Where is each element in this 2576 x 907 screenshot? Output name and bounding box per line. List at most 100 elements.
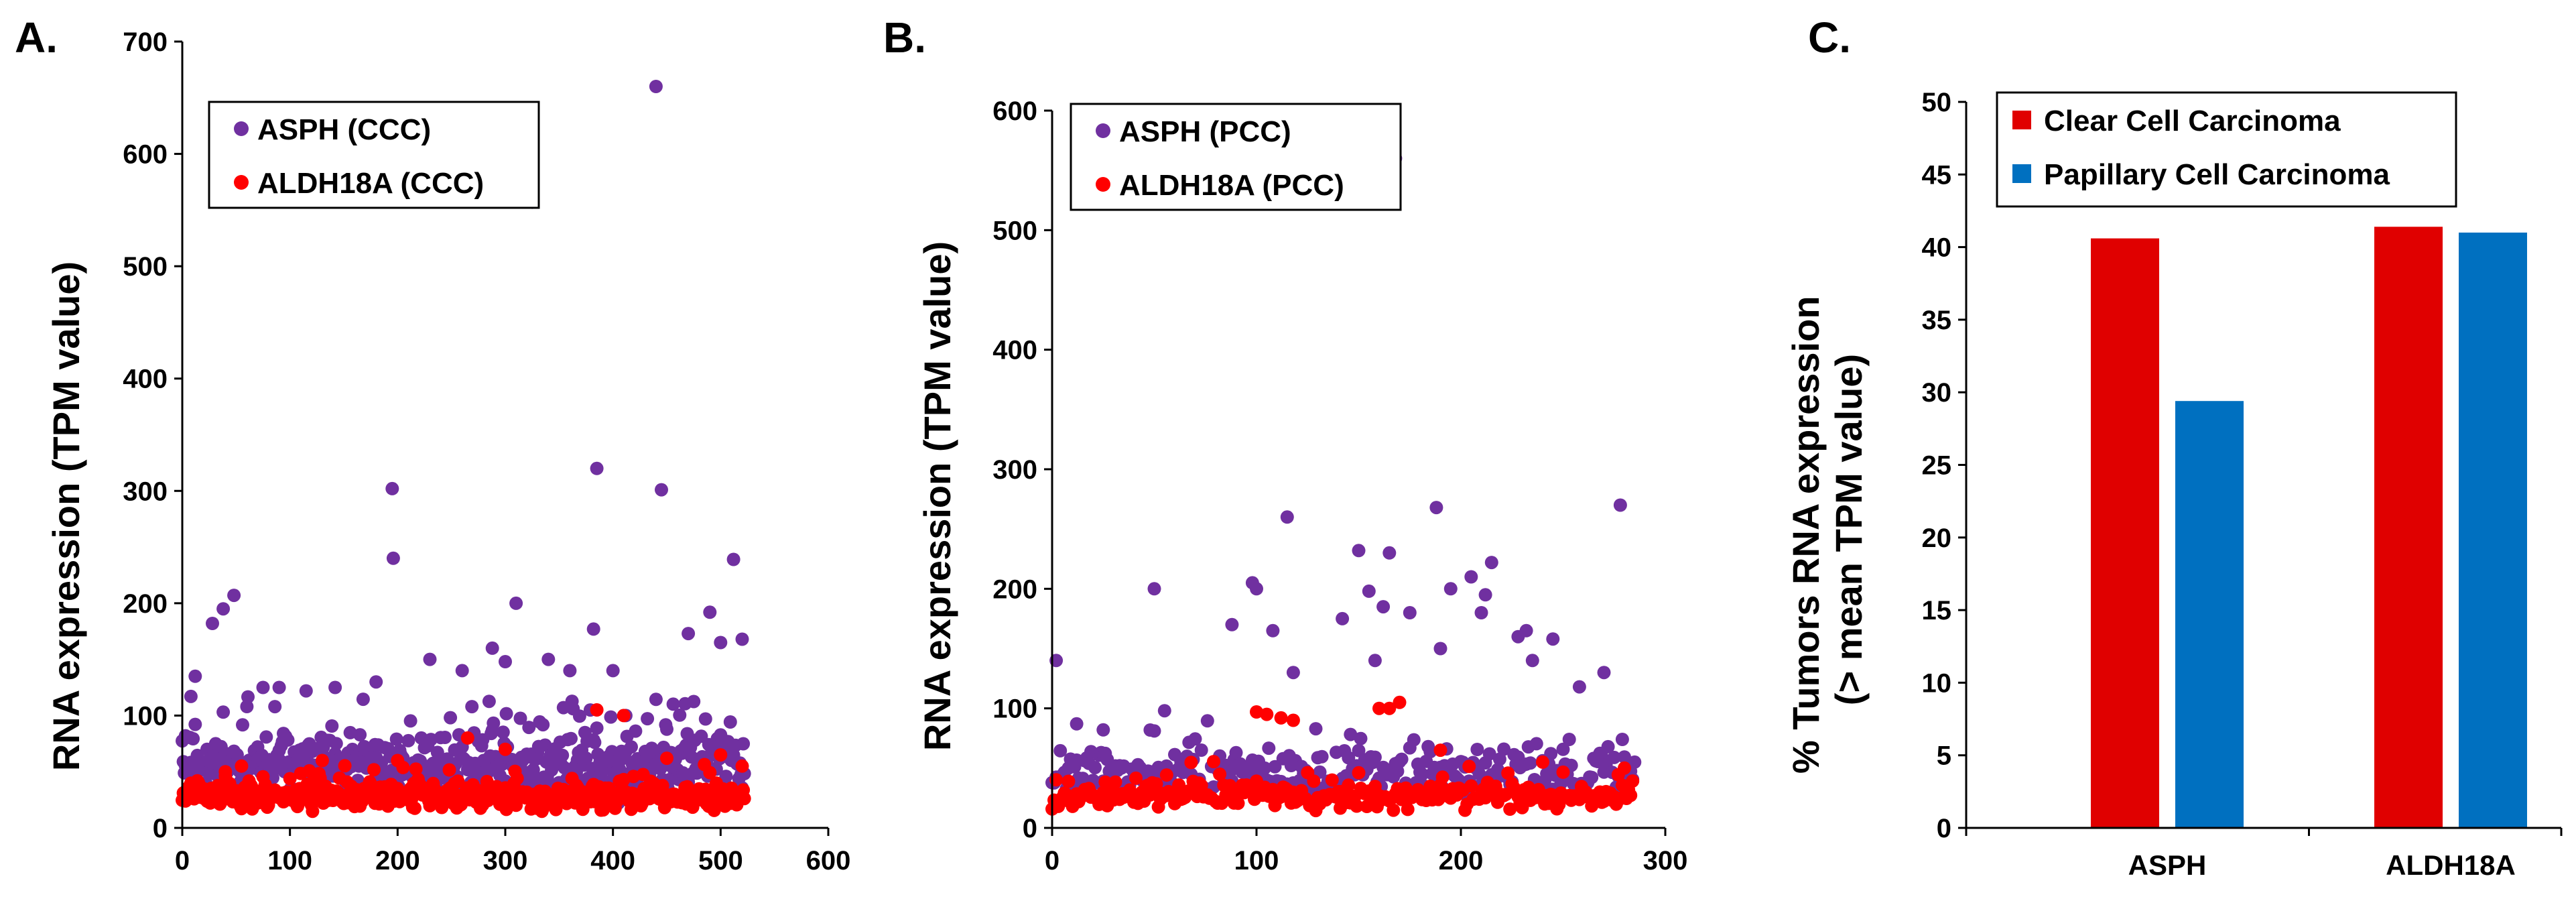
data-point: [1194, 743, 1208, 757]
data-point: [698, 712, 712, 726]
y-tick-label: 100: [992, 694, 1037, 724]
data-point: [281, 733, 295, 747]
data-point: [1525, 654, 1539, 668]
y-tick-label: 0: [1937, 814, 1951, 843]
data-point: [1482, 747, 1496, 761]
x-tick-label: 100: [267, 846, 312, 875]
data-point: [1354, 731, 1368, 745]
data-point: [1250, 705, 1263, 719]
data-point: [563, 664, 577, 678]
data-point: [1368, 750, 1382, 764]
y-tick-label: 200: [123, 589, 168, 619]
data-point: [641, 712, 655, 726]
y-tick-label: 500: [123, 252, 168, 282]
data-point: [1286, 666, 1300, 680]
data-point: [579, 751, 593, 765]
data-point: [236, 718, 249, 732]
y-tick-label: 30: [1922, 378, 1952, 408]
data-point: [1266, 623, 1280, 638]
panel-c-legend-label-clear-cell: Clear Cell Carcinoma: [2044, 105, 2341, 137]
data-point: [401, 733, 415, 747]
data-point: [588, 735, 602, 749]
data-point: [1262, 741, 1276, 755]
panel-b-legend-marker-aldh18a: [1096, 177, 1110, 192]
data-point: [325, 719, 339, 733]
panel-c-y-axis-label: % Tumors RNA expression (> mean TPM valu…: [1785, 286, 1870, 774]
x-tick-label: 300: [483, 846, 528, 875]
x-tick-label: 600: [806, 846, 851, 875]
data-point: [1556, 765, 1570, 779]
data-point: [299, 684, 313, 698]
data-point: [496, 725, 510, 739]
data-point: [617, 709, 631, 723]
data-point: [1387, 803, 1401, 817]
data-point: [1213, 767, 1227, 781]
data-point: [328, 680, 342, 694]
panel-c-letter: C.: [1808, 13, 1851, 62]
data-point: [509, 596, 523, 610]
y-tick-label: 400: [123, 365, 168, 394]
data-point: [687, 694, 701, 709]
data-point: [1529, 737, 1543, 751]
data-point: [188, 717, 202, 731]
panel-c-legend-swatch-papillary: [2012, 164, 2031, 183]
data-point: [1572, 680, 1586, 694]
data-point: [1159, 768, 1173, 782]
panel-a-legend: ASPH (CCC) ALDH18A (CCC): [208, 101, 540, 209]
panel-c-legend-swatch-clear-cell: [2012, 111, 2031, 129]
data-point: [1088, 761, 1102, 774]
data-point: [660, 751, 673, 766]
data-point: [408, 801, 422, 815]
data-point: [499, 707, 513, 721]
x-tick-label: 0: [175, 846, 190, 875]
bar-aldh18a-clear-cell: [2374, 227, 2443, 828]
data-point: [1108, 775, 1122, 789]
data-point: [1325, 773, 1339, 787]
y-tick-label: 400: [992, 336, 1037, 365]
data-point: [499, 655, 512, 668]
data-point: [1423, 745, 1437, 759]
data-point: [666, 697, 680, 711]
data-point: [1536, 755, 1549, 769]
panel-b-legend-label-aldh18a: ALDH18A (PCC): [1119, 169, 1344, 202]
data-point: [1096, 723, 1110, 737]
x-tick-label: 200: [1439, 846, 1484, 875]
data-point: [438, 731, 452, 744]
data-point: [1628, 755, 1642, 769]
panel-b-scatter-chart: B. RNA expression (TPM value) 0 100 200 300…: [883, 13, 1687, 875]
data-point: [1157, 704, 1171, 718]
data-point: [1497, 742, 1511, 756]
y-tick-label: 200: [992, 575, 1037, 604]
data-point: [536, 718, 550, 732]
panel-c-legend-box: [1996, 91, 2457, 208]
panel-a-scatter-chart: A. RNA expression (TPM value) 0 100 200 300…: [15, 13, 850, 875]
data-point: [1129, 771, 1143, 785]
data-point: [1433, 743, 1447, 758]
data-point: [1474, 606, 1488, 619]
panel-b-legend-label-asph: ASPH (PCC): [1119, 115, 1291, 148]
data-point: [1519, 623, 1533, 638]
data-point: [1393, 695, 1407, 709]
data-point: [218, 765, 233, 779]
data-point: [216, 602, 231, 616]
panel-b-legend-box: [1070, 103, 1402, 211]
data-point: [510, 772, 524, 786]
y-tick-label: 5: [1937, 741, 1951, 771]
data-point: [1492, 752, 1506, 766]
panel-b-points: [1045, 152, 1642, 818]
data-point: [1260, 707, 1274, 721]
y-tick-label: 300: [123, 477, 168, 506]
data-point: [1544, 747, 1558, 761]
x-tick-label: 500: [698, 846, 743, 875]
data-point: [1433, 642, 1447, 656]
data-point: [1503, 802, 1517, 816]
data-point: [522, 721, 536, 735]
panel-c-y-axis-label-line-2: (> mean TPM value): [1827, 354, 1870, 705]
data-point: [541, 652, 556, 666]
panel-b-series-aldh18a: [1045, 695, 1640, 818]
data-point: [283, 772, 297, 786]
data-point: [1352, 544, 1366, 558]
data-point: [649, 80, 663, 93]
data-point: [1462, 760, 1476, 774]
data-point: [487, 716, 501, 730]
